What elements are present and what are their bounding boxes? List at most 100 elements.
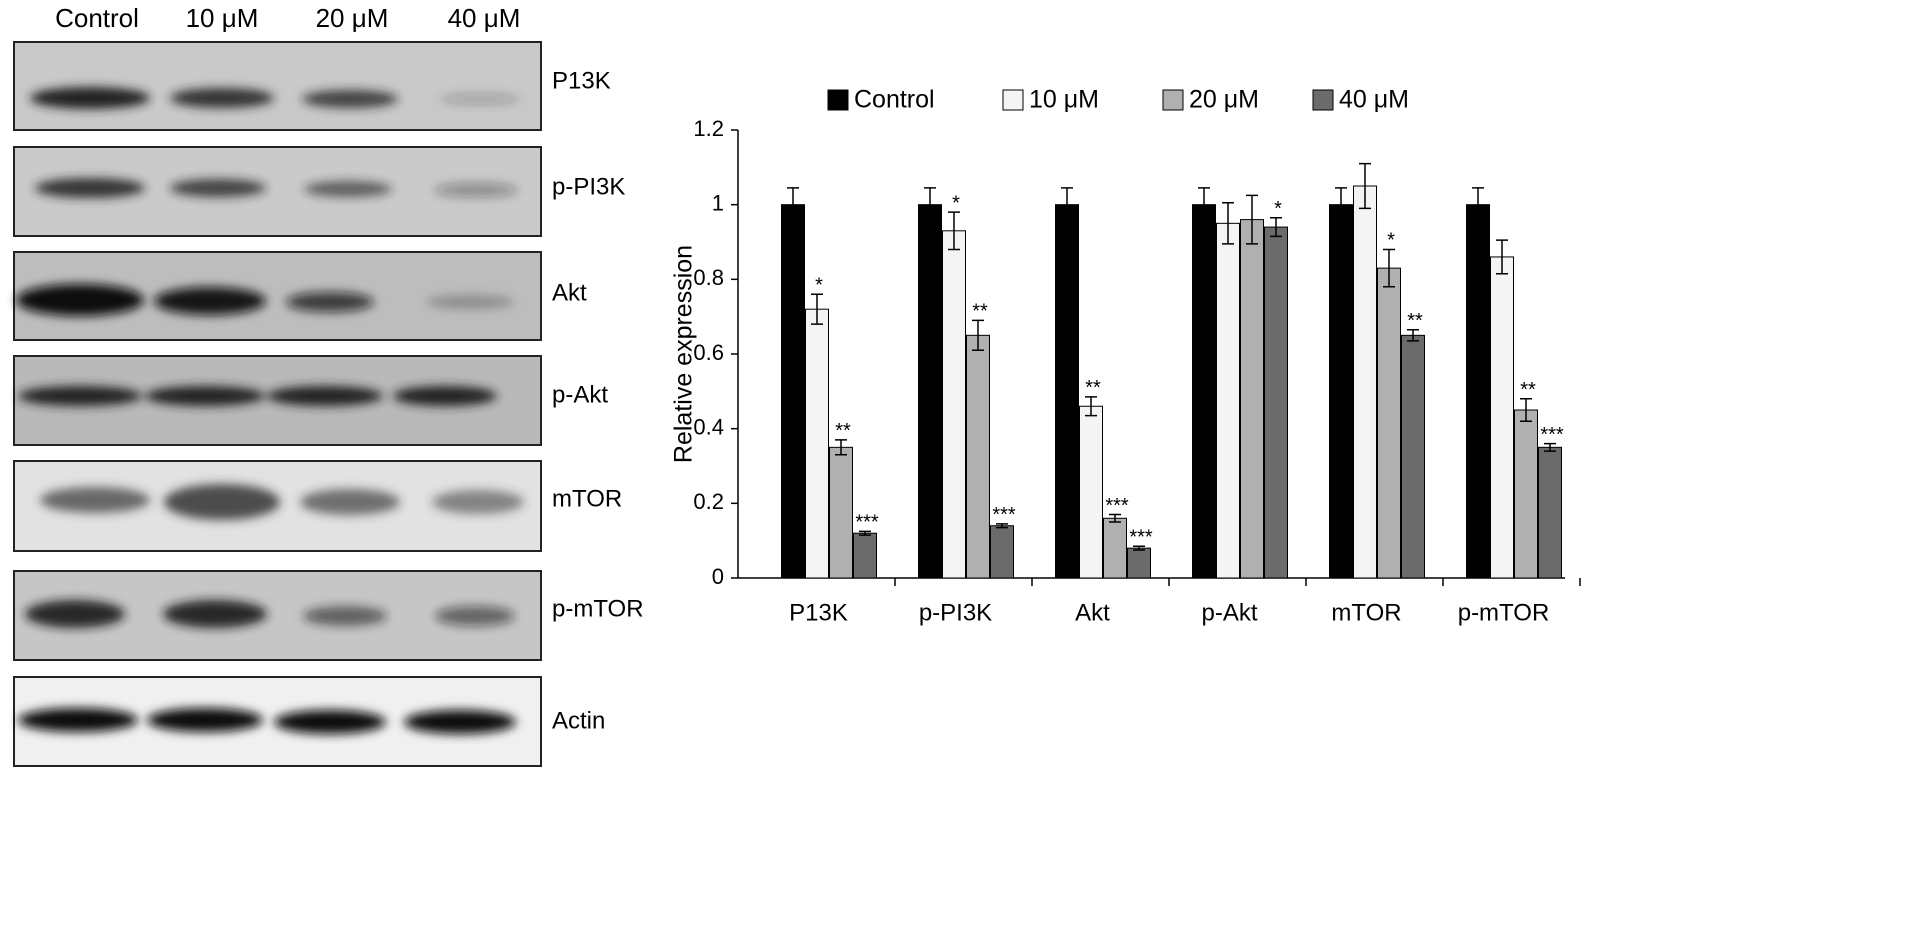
significance-label: ** [1520, 379, 1536, 401]
error-bar [859, 530, 871, 536]
bar [1514, 409, 1538, 579]
error-bar [1222, 202, 1234, 245]
significance-label: * [1387, 230, 1395, 252]
row-label: p-mTOR [552, 595, 644, 622]
error-bar [811, 293, 823, 325]
significance-label: ** [835, 420, 851, 442]
error-bar [1061, 187, 1073, 223]
bar [805, 308, 829, 579]
y-tick-label: 0.6 [693, 340, 724, 365]
error-bar [1407, 328, 1419, 342]
legend-label: Control [854, 86, 935, 114]
significance-label: *** [992, 504, 1016, 526]
error-bar [1246, 194, 1258, 245]
bar [1490, 256, 1514, 579]
error-bar [1496, 239, 1508, 275]
error-bar [972, 319, 984, 352]
bar-chart: Relative expression 0 0.2 0.4 0.6 0.8 1 1.2 P13… [670, 86, 1581, 626]
error-bar [835, 439, 847, 456]
significance-label: * [952, 192, 960, 214]
y-tick-label: 1 [712, 190, 724, 215]
error-bar [1520, 398, 1532, 422]
row-label: P13K [552, 67, 611, 94]
row-label: Actin [552, 707, 605, 734]
error-bar [1270, 216, 1282, 238]
bar [1103, 517, 1127, 579]
significance-label: *** [855, 512, 879, 534]
y-axis-label: Relative expression [670, 245, 698, 463]
error-bar [1133, 545, 1145, 551]
bar [1192, 204, 1216, 579]
significance-label: *** [1129, 527, 1153, 549]
legend-swatch [1312, 89, 1334, 111]
x-tick-label: p-mTOR [1458, 599, 1550, 626]
bar [1401, 334, 1425, 579]
legend-label: 20 μM [1189, 86, 1259, 114]
bar [1055, 204, 1079, 579]
blot-panel: Control 10 μM 20 μM 40 μM P13K p-PI3K Ak… [13, 3, 644, 767]
bar [1216, 222, 1240, 579]
legend-swatch [1002, 89, 1024, 111]
error-bar [996, 523, 1008, 529]
blot-strip [13, 41, 542, 131]
lane-label: 40 μM [448, 3, 521, 33]
error-bar [1198, 187, 1210, 223]
row-label: Akt [552, 279, 587, 306]
bar [1264, 226, 1288, 579]
bar [853, 532, 877, 579]
legend-swatch [1162, 89, 1184, 111]
bar [1353, 185, 1377, 579]
x-tick-label: Akt [1075, 599, 1110, 626]
x-tick-label: mTOR [1331, 599, 1401, 626]
bar [942, 230, 966, 579]
bar [1240, 219, 1264, 579]
error-bar [1359, 162, 1371, 210]
error-bar [948, 211, 960, 251]
significance-label: *** [1105, 495, 1129, 517]
error-bar [1544, 442, 1556, 452]
lane-label: 20 μM [316, 3, 389, 33]
legend-label: 10 μM [1029, 86, 1099, 114]
error-bar [924, 187, 936, 223]
bar [918, 204, 942, 579]
x-tick-label: p-Akt [1201, 599, 1257, 626]
error-bar [787, 187, 799, 223]
error-bar [1383, 248, 1395, 288]
bar [1538, 446, 1562, 579]
row-label: p-PI3K [552, 173, 625, 200]
y-tick-label: 0.2 [693, 489, 724, 514]
significance-label: ** [1085, 377, 1101, 399]
legend-label: 40 μM [1339, 86, 1409, 114]
x-tick-label: P13K [789, 599, 848, 626]
significance-label: *** [1540, 424, 1564, 446]
error-bar [1335, 187, 1347, 223]
significance-label: * [815, 275, 823, 297]
lane-label: Control [55, 3, 139, 33]
y-tick-label: 0.4 [693, 414, 724, 439]
bar [966, 334, 990, 579]
row-label: mTOR [552, 485, 622, 512]
error-bar [1085, 396, 1097, 417]
error-bar [1109, 513, 1121, 523]
error-bar [1472, 187, 1484, 223]
significance-label: ** [972, 301, 988, 323]
y-tick-label: 1.2 [693, 116, 724, 141]
bar [1377, 267, 1401, 579]
row-label: p-Akt [552, 381, 608, 408]
bar [1127, 547, 1151, 579]
bar [1466, 204, 1490, 579]
bar [781, 204, 805, 579]
bar [1079, 405, 1103, 579]
significance-label: ** [1407, 310, 1423, 332]
bar [990, 525, 1014, 579]
y-tick-label: 0 [712, 564, 724, 589]
lane-label: 10 μM [186, 3, 259, 33]
significance-label: * [1274, 198, 1282, 220]
y-tick-label: 0.8 [693, 265, 724, 290]
legend-swatch [827, 89, 849, 111]
x-tick-label: p-PI3K [919, 599, 992, 626]
bar [1329, 204, 1353, 579]
bar [829, 446, 853, 579]
